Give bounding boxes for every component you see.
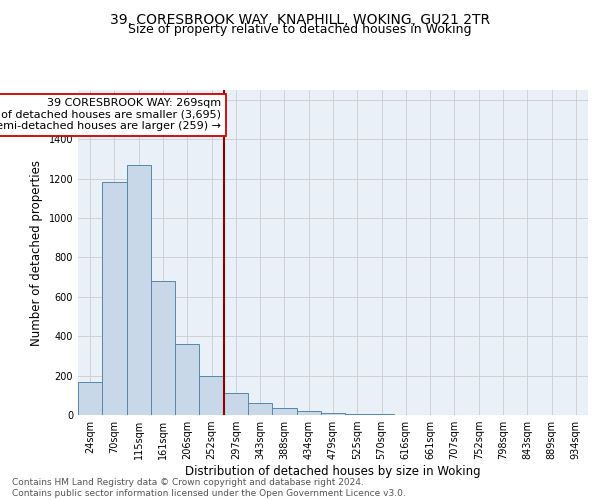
- Bar: [127, 165, 151, 415]
- Text: 39, CORESBROOK WAY, KNAPHILL, WOKING, GU21 2TR: 39, CORESBROOK WAY, KNAPHILL, WOKING, GU…: [110, 12, 490, 26]
- Text: Size of property relative to detached houses in Woking: Size of property relative to detached ho…: [128, 22, 472, 36]
- Bar: [151, 281, 175, 415]
- Text: 39 CORESBROOK WAY: 269sqm
← 93% of detached houses are smaller (3,695)
7% of sem: 39 CORESBROOK WAY: 269sqm ← 93% of detac…: [0, 98, 221, 132]
- Bar: [296, 412, 321, 415]
- Bar: [272, 408, 296, 415]
- Bar: [248, 403, 272, 415]
- Text: Contains HM Land Registry data © Crown copyright and database right 2024.
Contai: Contains HM Land Registry data © Crown c…: [12, 478, 406, 498]
- Bar: [78, 382, 102, 415]
- Bar: [199, 376, 224, 415]
- Bar: [224, 394, 248, 415]
- Bar: [370, 414, 394, 415]
- Bar: [175, 344, 199, 415]
- Bar: [321, 413, 345, 415]
- Bar: [102, 182, 127, 415]
- Y-axis label: Number of detached properties: Number of detached properties: [30, 160, 43, 346]
- Bar: [345, 414, 370, 415]
- X-axis label: Distribution of detached houses by size in Woking: Distribution of detached houses by size …: [185, 465, 481, 478]
